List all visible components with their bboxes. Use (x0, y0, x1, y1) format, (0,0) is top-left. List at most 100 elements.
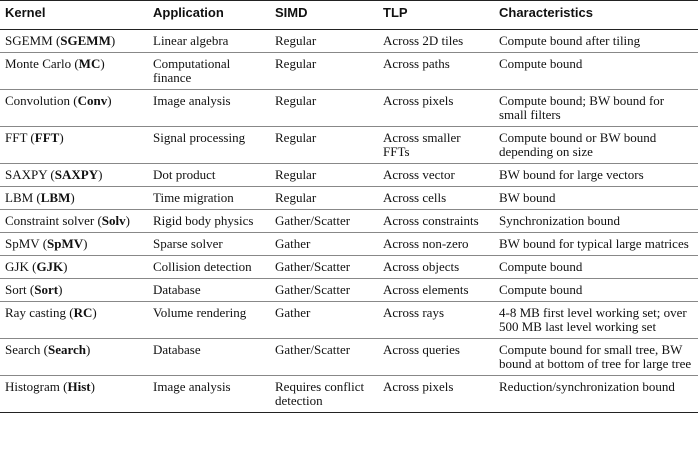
cell-application: Computational finance (148, 52, 270, 90)
kernel-name: Sort (5, 282, 27, 297)
kernel-abbr: Hist (67, 379, 91, 394)
cell-characteristics: Compute bound; BW bound for small filter… (494, 89, 698, 127)
kernel-name: SGEMM (5, 33, 53, 48)
cell-application: Image analysis (148, 89, 270, 127)
cell-characteristics: Reduction/synchronization bound (494, 375, 698, 413)
table-row: FFT (FFT) Signal processing Regular Across … (0, 126, 698, 164)
cell-application: Dot product (148, 163, 270, 187)
cell-tlp: Across paths (378, 52, 494, 90)
cell-kernel: Search (Search) (0, 338, 148, 376)
kernel-name: Search (5, 342, 41, 357)
kernel-name: Ray casting (5, 305, 67, 320)
cell-simd: Regular (270, 52, 378, 90)
kernel-abbr: SpMV (47, 236, 84, 251)
cell-tlp: Across non-zero (378, 232, 494, 256)
cell-characteristics: BW bound (494, 186, 698, 210)
cell-application: Linear algebra (148, 29, 270, 53)
kernel-name: Convolution (5, 93, 71, 108)
cell-tlp: Across pixels (378, 89, 494, 127)
cell-tlp: Across vector (378, 163, 494, 187)
header-kernel: Kernel (0, 0, 148, 30)
table-row: LBM (LBM) Time migration Regular Across cel… (0, 186, 698, 210)
table-row: GJK (GJK) Collision detection Gather/Scatt… (0, 255, 698, 279)
cell-application: Database (148, 278, 270, 302)
cell-tlp: Across queries (378, 338, 494, 376)
table-row: Histogram (Hist) Image analysis Requires c… (0, 375, 698, 413)
cell-application: Signal processing (148, 126, 270, 164)
cell-kernel: Histogram (Hist) (0, 375, 148, 413)
kernel-name: Monte Carlo (5, 56, 72, 71)
cell-characteristics: Compute bound (494, 52, 698, 90)
cell-kernel: Sort (Sort) (0, 278, 148, 302)
cell-tlp: Across elements (378, 278, 494, 302)
kernel-abbr: LBM (40, 190, 71, 205)
cell-kernel: Convolution (Conv) (0, 89, 148, 127)
header-tlp: TLP (378, 0, 494, 30)
kernel-abbr: Conv (77, 93, 108, 108)
header-application: Application (148, 0, 270, 30)
cell-characteristics: Compute bound or BW bound depending on s… (494, 126, 698, 164)
cell-kernel: Monte Carlo (MC) (0, 52, 148, 90)
cell-application: Collision detection (148, 255, 270, 279)
cell-kernel: FFT (FFT) (0, 126, 148, 164)
cell-simd: Regular (270, 89, 378, 127)
table-header: Kernel Application SIMD TLP Characterist… (0, 0, 698, 30)
cell-kernel: LBM (LBM) (0, 186, 148, 210)
kernel-abbr: FFT (34, 130, 60, 145)
cell-simd: Gather/Scatter (270, 278, 378, 302)
cell-simd: Regular (270, 126, 378, 164)
kernel-abbr: Sort (34, 282, 59, 297)
cell-application: Rigid body physics (148, 209, 270, 233)
kernel-name: SpMV (5, 236, 40, 251)
cell-application: Time migration (148, 186, 270, 210)
cell-tlp: Across smaller FFTs (378, 126, 494, 164)
table-row: SAXPY (SAXPY) Dot product Regular Across ve… (0, 163, 698, 187)
kernel-abbr: RC (73, 305, 93, 320)
cell-tlp: Across constraints (378, 209, 494, 233)
kernel-abbr: Solv (101, 213, 126, 228)
cell-simd: Gather (270, 232, 378, 256)
kernel-name: FFT (5, 130, 28, 145)
cell-simd: Gather (270, 301, 378, 339)
kernel-table: Kernel Application SIMD TLP Characterist… (0, 0, 698, 413)
cell-simd: Requires conflict detection (270, 375, 378, 413)
table-row: SpMV (SpMV) Sparse solver Gather Across non… (0, 232, 698, 256)
cell-simd: Regular (270, 29, 378, 53)
cell-characteristics: Compute bound (494, 278, 698, 302)
cell-application: Sparse solver (148, 232, 270, 256)
table-row: Convolution (Conv) Image analysis Regular A… (0, 89, 698, 127)
kernel-name: LBM (5, 190, 34, 205)
kernel-abbr: SAXPY (54, 167, 99, 182)
cell-characteristics: Compute bound (494, 255, 698, 279)
cell-simd: Regular (270, 163, 378, 187)
kernel-abbr: GJK (36, 259, 64, 274)
kernel-abbr: MC (78, 56, 101, 71)
table-row: Sort (Sort) Database Gather/Scatter Across … (0, 278, 698, 302)
cell-kernel: SGEMM (SGEMM) (0, 29, 148, 53)
table-row: SGEMM (SGEMM) Linear algebra Regular Across… (0, 29, 698, 53)
cell-kernel: GJK (GJK) (0, 255, 148, 279)
cell-application: Volume rendering (148, 301, 270, 339)
table-body: SGEMM (SGEMM) Linear algebra Regular Across… (0, 29, 698, 413)
cell-kernel: Ray casting (RC) (0, 301, 148, 339)
cell-kernel: SpMV (SpMV) (0, 232, 148, 256)
kernel-name: SAXPY (5, 167, 48, 182)
cell-tlp: Across pixels (378, 375, 494, 413)
table-row: Monte Carlo (MC) Computational finance Reg… (0, 52, 698, 90)
cell-application: Database (148, 338, 270, 376)
cell-characteristics: Compute bound after tiling (494, 29, 698, 53)
cell-characteristics: BW bound for typical large matrices (494, 232, 698, 256)
cell-kernel: SAXPY (SAXPY) (0, 163, 148, 187)
cell-characteristics: 4-8 MB first level working set; over 500… (494, 301, 698, 339)
header-row: Kernel Application SIMD TLP Characterist… (0, 0, 698, 30)
cell-characteristics: Compute bound for small tree, BW bound a… (494, 338, 698, 376)
table-row: Ray casting (RC) Volume rendering Gather Ac… (0, 301, 698, 339)
header-characteristics: Characteristics (494, 0, 698, 30)
cell-tlp: Across objects (378, 255, 494, 279)
cell-kernel: Constraint solver (Solv) (0, 209, 148, 233)
kernel-name: Histogram (5, 379, 60, 394)
cell-tlp: Across rays (378, 301, 494, 339)
cell-simd: Gather/Scatter (270, 338, 378, 376)
kernel-name: Constraint solver (5, 213, 95, 228)
cell-characteristics: Synchronization bound (494, 209, 698, 233)
